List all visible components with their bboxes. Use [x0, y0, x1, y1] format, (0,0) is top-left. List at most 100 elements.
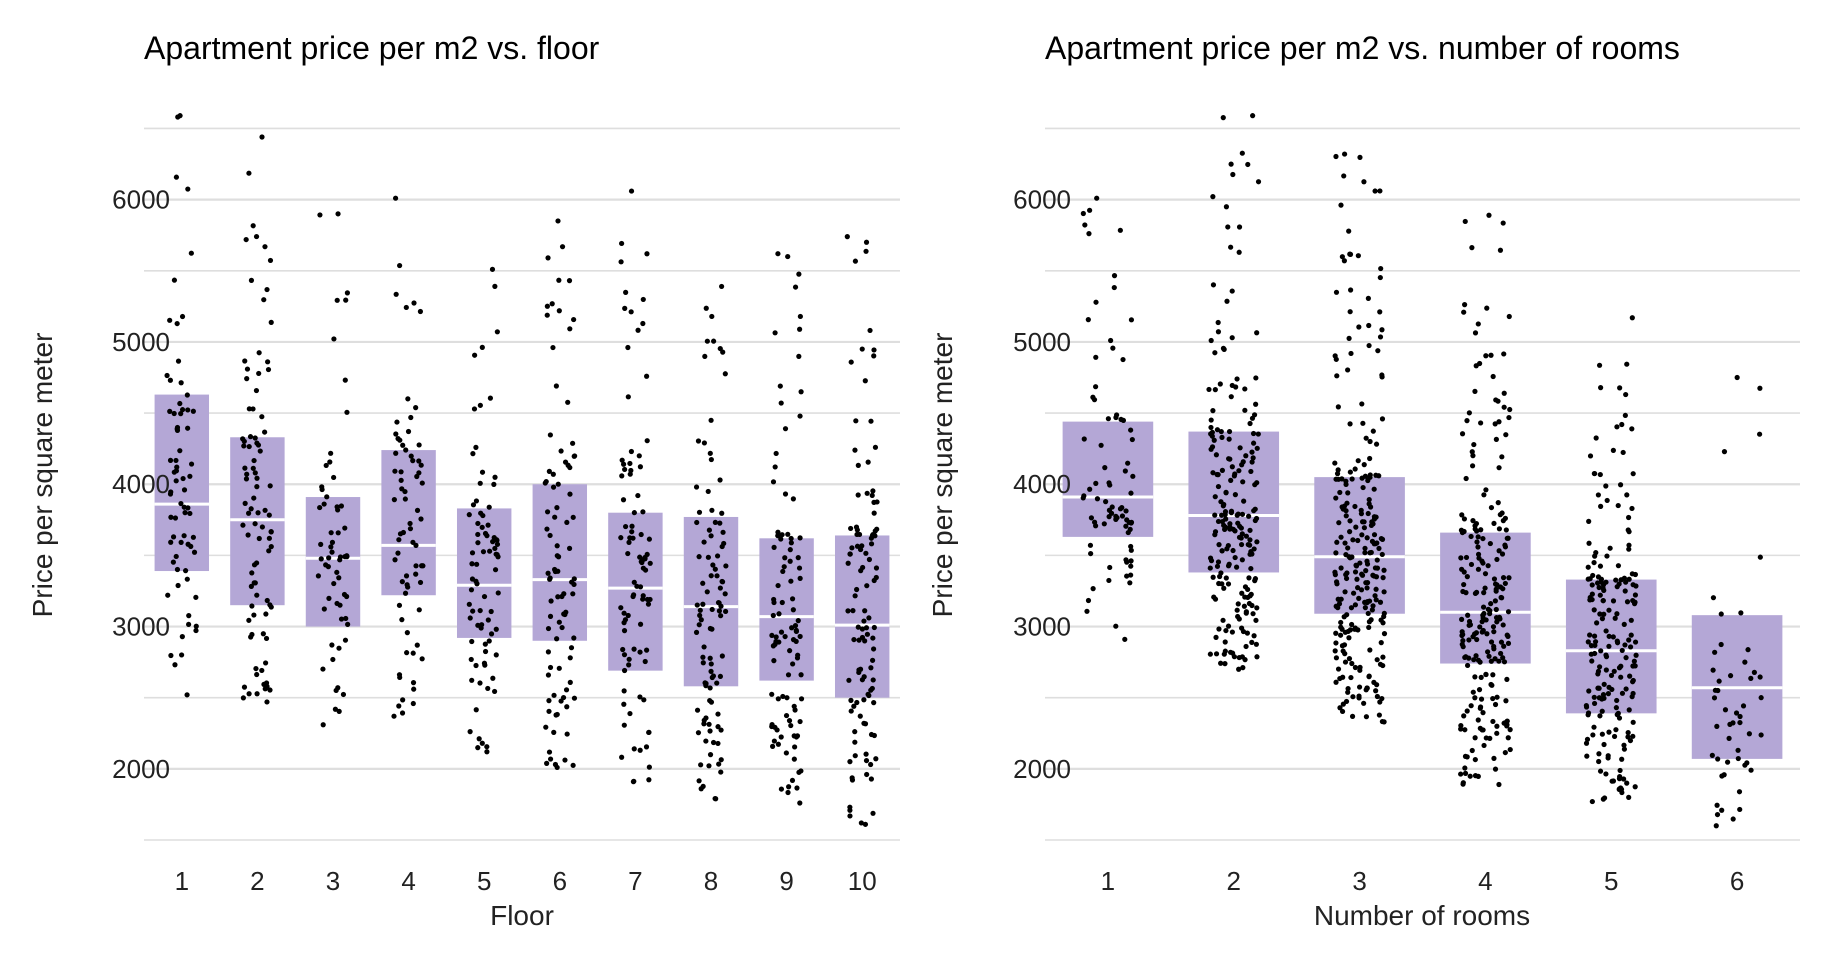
data-point	[266, 535, 272, 541]
data-point	[621, 667, 628, 674]
data-point	[168, 652, 174, 659]
data-point	[1220, 115, 1226, 121]
data-point	[1472, 773, 1479, 779]
data-point	[1583, 740, 1590, 746]
data-point	[700, 580, 706, 586]
data-point	[1601, 611, 1607, 617]
data-point	[707, 752, 714, 758]
data-point	[1342, 540, 1348, 546]
data-point	[1757, 385, 1763, 391]
data-point	[1249, 639, 1255, 645]
data-point	[477, 607, 483, 614]
data-point	[265, 359, 271, 365]
data-point	[240, 695, 246, 701]
data-point	[1234, 607, 1240, 613]
data-point	[702, 680, 708, 686]
data-point	[1490, 373, 1496, 380]
data-point	[241, 443, 247, 449]
data-point	[268, 529, 274, 535]
data-point	[1730, 720, 1736, 726]
data-point	[868, 761, 874, 768]
data-point	[1596, 584, 1602, 591]
data-point	[476, 736, 482, 742]
data-point	[186, 621, 192, 628]
data-point	[1463, 554, 1470, 561]
data-point	[1373, 441, 1380, 447]
data-point	[769, 632, 775, 639]
data-point	[1337, 632, 1344, 638]
data-point	[253, 665, 259, 672]
data-point	[267, 483, 273, 489]
data-point	[264, 286, 270, 293]
data-point	[1130, 473, 1136, 479]
data-point	[1591, 470, 1597, 477]
data-point	[571, 576, 577, 582]
data-point	[1377, 334, 1384, 340]
data-point	[546, 698, 552, 704]
box	[1314, 477, 1405, 614]
data-point	[696, 554, 702, 560]
data-point	[184, 392, 190, 398]
data-point	[717, 477, 723, 483]
data-point	[1627, 644, 1634, 650]
data-point	[708, 661, 714, 667]
data-point	[1367, 647, 1373, 653]
data-point	[788, 722, 794, 729]
data-point	[1366, 673, 1372, 679]
data-point	[1122, 636, 1128, 642]
data-point	[1241, 498, 1247, 504]
data-point	[1597, 471, 1603, 478]
data-point	[1207, 651, 1213, 657]
data-point	[1338, 624, 1344, 630]
data-point	[1462, 765, 1468, 771]
data-point	[1727, 673, 1734, 679]
data-point	[1343, 513, 1349, 519]
data-point	[1348, 350, 1354, 357]
data-point	[552, 761, 559, 768]
data-point	[1496, 658, 1502, 664]
data-point	[488, 608, 494, 615]
data-point	[1595, 668, 1602, 674]
data-point	[252, 470, 258, 476]
data-point	[1619, 690, 1626, 696]
data-point	[1596, 664, 1603, 670]
data-point	[1128, 427, 1134, 433]
box	[759, 538, 814, 681]
data-point	[259, 667, 265, 674]
data-point	[550, 484, 557, 490]
data-point	[847, 807, 853, 813]
data-point	[637, 694, 643, 700]
data-point	[1228, 394, 1234, 400]
data-point	[1737, 719, 1743, 726]
data-point	[482, 641, 488, 647]
data-point	[1247, 542, 1253, 548]
data-point	[782, 426, 789, 432]
data-point	[1735, 755, 1741, 762]
data-point	[868, 665, 874, 671]
data-point	[1249, 602, 1255, 609]
data-point	[1108, 337, 1114, 344]
data-point	[481, 593, 488, 600]
data-point	[1252, 576, 1259, 582]
data-point	[1248, 548, 1254, 555]
data-point	[629, 529, 635, 535]
x-tick-label: 7	[628, 866, 642, 896]
data-point	[1617, 482, 1624, 488]
data-point	[1333, 679, 1339, 685]
data-point	[1502, 542, 1508, 548]
data-point	[1591, 724, 1597, 730]
data-point	[1589, 582, 1595, 588]
data-point	[1587, 453, 1594, 459]
data-point	[1503, 719, 1510, 725]
data-point	[641, 697, 647, 703]
data-point	[332, 706, 339, 712]
data-point	[1587, 632, 1593, 638]
data-point	[240, 522, 246, 528]
data-point	[770, 479, 777, 485]
data-point	[256, 350, 262, 356]
y-tick-label: 4000	[112, 469, 170, 499]
data-point	[1483, 353, 1489, 359]
data-point	[1467, 773, 1473, 779]
data-point	[848, 697, 854, 703]
data-point	[637, 554, 643, 560]
